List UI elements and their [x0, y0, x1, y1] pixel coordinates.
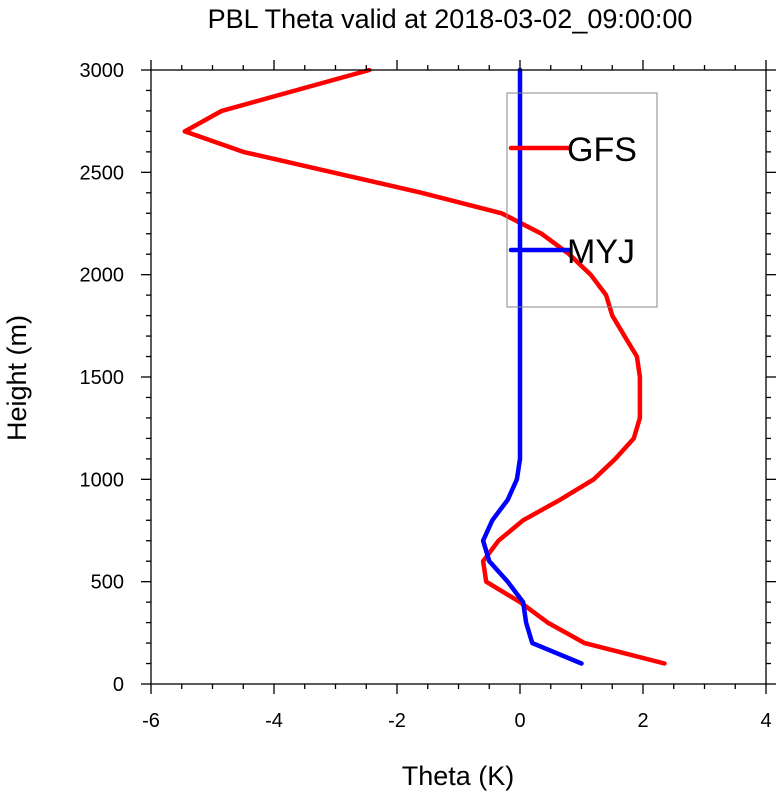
legend-label-myj: MYJ: [567, 233, 635, 271]
x-tick-label: -2: [388, 710, 406, 732]
x-tick-label: -4: [265, 710, 283, 732]
ticks-layer: -6 -4 -2 0 2 4 0 500 1000 1500 2000 2500 3000: [80, 60, 776, 732]
y-tick-label: 2000: [80, 265, 125, 287]
x-tick-label: 0: [514, 710, 525, 732]
y-axis-title: Height (m): [2, 315, 32, 441]
series-line-gfs: [182, 67, 667, 666]
y-tick-label: 2500: [80, 162, 125, 184]
legend: GFS MYJ: [506, 92, 658, 308]
x-axis-title: Theta (K): [402, 761, 515, 791]
y-tick-label: 1500: [80, 367, 125, 389]
x-tick-label: 2: [637, 710, 648, 732]
plot-frame: [150, 69, 767, 685]
x-tick-label: -6: [142, 710, 160, 732]
chart-title: PBL Theta valid at 2018-03-02_09:00:00: [208, 4, 693, 34]
legend-box: [506, 92, 658, 308]
x-tick-label: 4: [760, 710, 771, 732]
series-line-myj: [480, 67, 584, 666]
series-layer: [182, 67, 667, 666]
legend-label-gfs: GFS: [567, 131, 637, 169]
y-tick-label: 3000: [80, 60, 125, 82]
y-tick-label: 0: [113, 674, 124, 696]
y-tick-label: 500: [91, 572, 124, 594]
y-tick-label: 1000: [80, 469, 125, 491]
